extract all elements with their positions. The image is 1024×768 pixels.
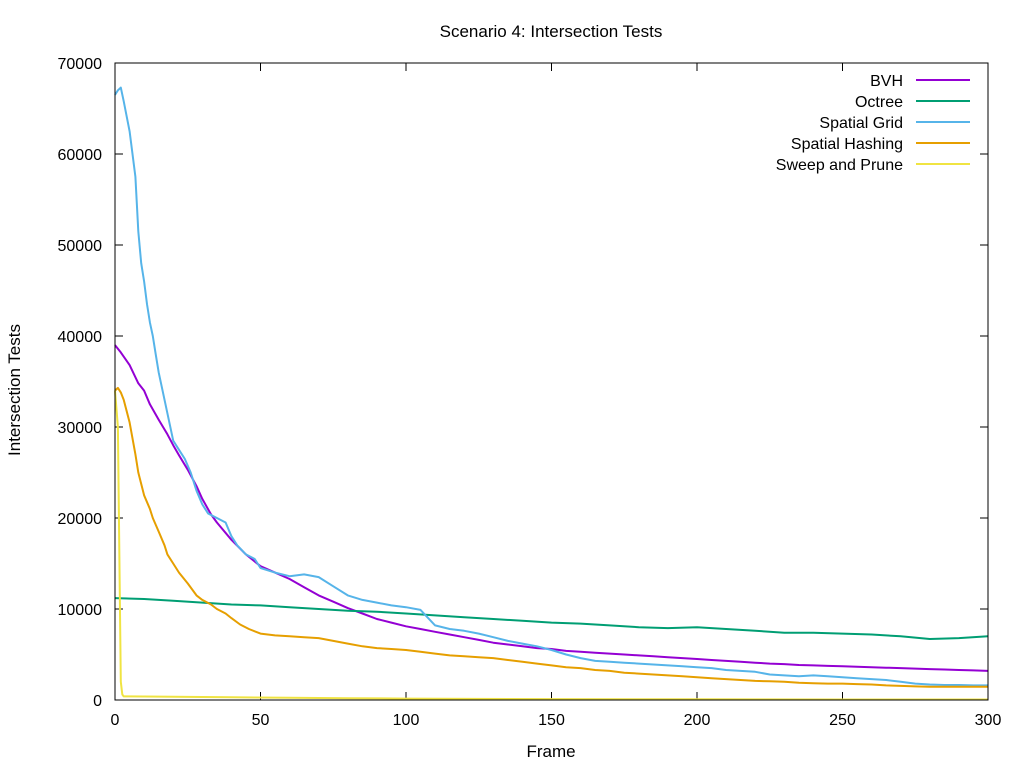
x-tick-label: 50 [252,712,270,729]
legend-label: Octree [855,94,903,111]
series-line-bvh [114,344,989,672]
y-axis-ticks: 0 10000 20000 30000 40000 50000 60000 70000 [58,56,988,710]
legend-label: Spatial Hashing [791,136,903,153]
y-tick-label: 70000 [58,56,103,73]
y-tick-label: 50000 [58,238,103,255]
chart-title: Scenario 4: Intersection Tests [440,22,663,41]
plot-frame [114,62,989,701]
series-line-spatial-grid [114,86,988,687]
y-tick-label: 20000 [58,511,103,528]
legend-label: Spatial Grid [819,115,903,132]
x-axis-ticks: 0 50 100 150 200 250 300 [111,63,1002,729]
y-axis-label: Intersection Tests [5,324,24,456]
series-layer [114,86,989,701]
y-tick-label: 10000 [58,602,103,619]
x-tick-label: 0 [111,712,120,729]
x-tick-label: 300 [975,712,1002,729]
y-tick-label: 40000 [58,329,103,346]
y-tick-label: 0 [93,693,102,710]
y-tick-label: 60000 [58,147,103,164]
legend-label: BVH [870,73,903,90]
x-tick-label: 250 [829,712,856,729]
series-line-spatial-hashing [114,386,988,688]
x-tick-label: 100 [393,712,420,729]
series-line-octree [114,597,989,640]
legend: BVH Octree Spatial Grid Spatial Hashing Swee… [776,73,970,174]
legend-label: Sweep and Prune [776,157,903,174]
x-tick-label: 150 [538,712,565,729]
series-line-sweep-and-prune [114,390,988,701]
x-axis-label: Frame [526,742,575,761]
x-tick-label: 200 [684,712,711,729]
y-tick-label: 30000 [58,420,103,437]
